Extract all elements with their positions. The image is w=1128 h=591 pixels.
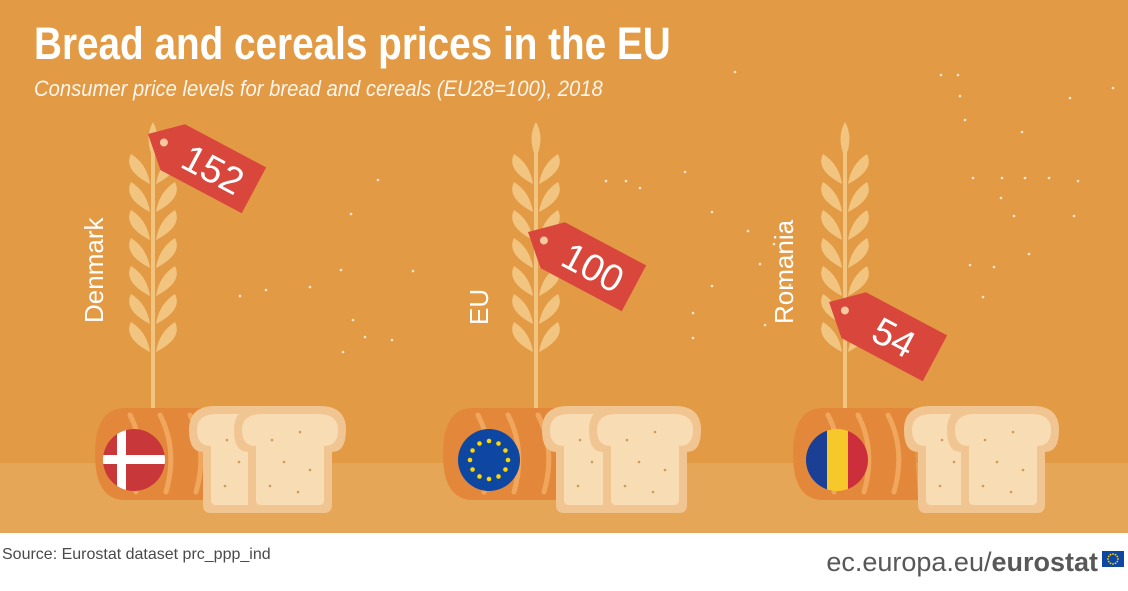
country-label: Romania: [769, 219, 799, 324]
background-dot: [376, 178, 380, 182]
chart-title: Bread and cereals prices in the EU: [34, 18, 671, 69]
tag-hole-icon: [840, 306, 849, 315]
eu-flag-icon: [458, 429, 520, 491]
bread-slice-icon: [234, 406, 346, 513]
background-dot: [788, 283, 792, 287]
background-dot: [939, 73, 943, 77]
background-dot: [411, 269, 415, 273]
background-dot: [1076, 179, 1080, 183]
bread-slice-icon: [947, 406, 1059, 513]
background-dot: [691, 336, 695, 340]
country-label: Denmark: [79, 217, 109, 323]
background-dot: [341, 350, 345, 354]
background-dot: [1020, 130, 1024, 134]
background-dot: [1111, 86, 1115, 90]
background-dot: [683, 170, 687, 174]
background-dot: [992, 265, 996, 269]
background-dot: [604, 179, 608, 183]
background-dot: [981, 295, 985, 299]
background-dot: [264, 288, 268, 292]
background-dot: [624, 179, 628, 183]
wheat-stalk-icon: [821, 122, 869, 412]
background-dot: [363, 335, 367, 339]
background-dot: [1047, 176, 1051, 180]
background-dot: [339, 268, 343, 272]
background-dot: [351, 318, 355, 322]
background-dot: [1027, 252, 1031, 256]
background-dot: [308, 285, 312, 289]
background-dot: [758, 262, 762, 266]
denmark-flag-icon: [103, 429, 165, 491]
brand-domain: ec.europa.eu/: [826, 547, 992, 577]
background-dot: [958, 94, 962, 98]
background-dot: [238, 294, 242, 298]
eu-flag-icon: [1102, 551, 1124, 567]
brand-name: eurostat: [991, 547, 1098, 577]
background-dot: [999, 196, 1003, 200]
background-dot: [968, 263, 972, 267]
background-dot: [746, 229, 750, 233]
tag-hole-icon: [539, 236, 548, 245]
background-dot: [710, 284, 714, 288]
background-dot: [638, 186, 642, 190]
background-dot: [691, 311, 695, 315]
background-dot: [963, 118, 967, 122]
bread-slice-icon: [589, 406, 701, 513]
tag-hole-icon: [159, 138, 168, 147]
background-dot: [390, 338, 394, 342]
background-dot: [956, 73, 960, 77]
background-dot: [1012, 214, 1016, 218]
background-dot: [763, 323, 767, 327]
background-dot: [1000, 176, 1004, 180]
country-label: EU: [464, 289, 494, 325]
background-dot: [349, 212, 353, 216]
romania-flag-icon: [806, 429, 868, 491]
background-dots: [238, 70, 1115, 354]
background-dot: [971, 176, 975, 180]
chart-subtitle: Consumer price levels for bread and cere…: [34, 76, 603, 101]
background-dot: [1072, 214, 1076, 218]
source-note: Source: Eurostat dataset prc_ppp_ind: [2, 546, 271, 563]
background-dot: [733, 70, 737, 74]
background-dot: [1068, 96, 1072, 100]
background-dot: [1023, 176, 1027, 180]
wheat-stalk-icon: [512, 122, 560, 412]
background-dot: [784, 226, 788, 230]
eurostat-brand[interactable]: ec.europa.eu/eurostat: [826, 546, 1098, 578]
background-dot: [772, 242, 776, 246]
background-dot: [710, 210, 714, 214]
